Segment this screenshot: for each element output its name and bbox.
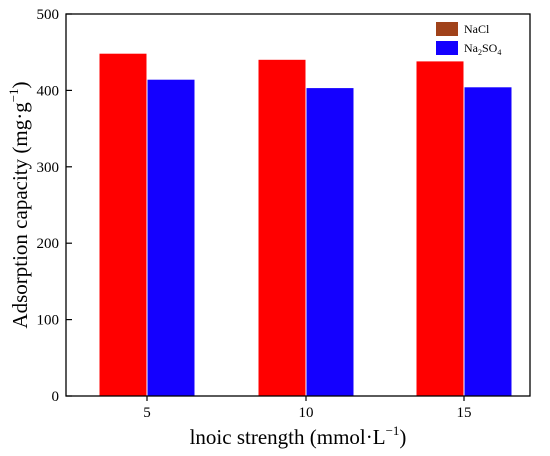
y-tick-label: 500 [37,7,60,23]
bar-na2so4-10 [306,88,354,396]
bar-na2so4-15 [464,87,512,397]
y-tick-label: 0 [52,389,60,405]
bar-nacl-10 [258,59,306,397]
legend-label-na2so4: Na2SO4 [464,41,501,57]
legend-swatch-nacl [436,22,458,36]
bar-na2so4-5 [147,79,195,396]
x-tick-label: 5 [143,405,151,421]
legend-swatch-na2so4 [436,41,458,55]
legend: NaCl Na2SO4 [436,22,501,57]
y-tick-label: 200 [37,236,60,252]
x-tick-label: 15 [457,405,472,421]
y-axis-label: Adsorption capacity (mg·g−1) [6,81,32,328]
x-axis-ticks: 5 10 15 [143,396,472,421]
x-axis-label: lnoic strength (mmol·L−1) [190,423,407,449]
y-tick-label: 100 [37,313,60,329]
y-axis-ticks: 0 100 200 300 400 500 [37,7,72,405]
plot-frame [65,13,531,397]
x-tick-label: 10 [299,405,314,421]
bars-layer [99,53,512,397]
y-tick-label: 400 [37,83,60,99]
bar-nacl-5 [99,53,147,396]
legend-label-nacl: NaCl [464,22,490,36]
bar-nacl-15 [416,61,464,397]
y-tick-label: 300 [37,160,60,176]
